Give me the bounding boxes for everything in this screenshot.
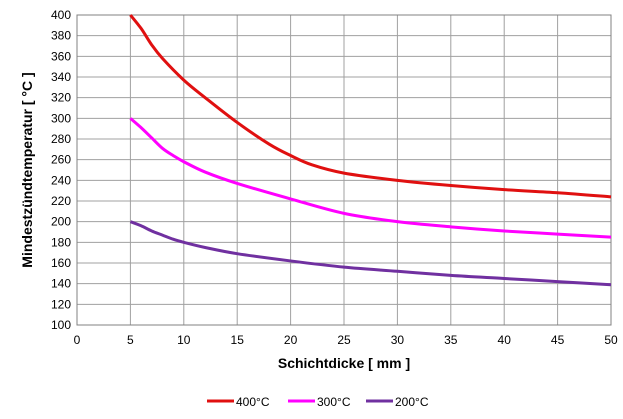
y-tick-label: 280 <box>51 132 71 146</box>
y-tick-label: 200 <box>51 215 71 229</box>
y-tick-label: 220 <box>51 194 71 208</box>
plot-border <box>76 14 612 326</box>
x-tick-label: 0 <box>74 333 81 347</box>
legend-label-1: 300°C <box>317 395 351 409</box>
series-line-0 <box>129 14 612 199</box>
x-tick-label: 5 <box>127 333 134 347</box>
grid <box>76 14 612 326</box>
x-axis-title: Schichtdicke [ mm ] <box>278 355 410 371</box>
y-tick-label: 120 <box>51 297 71 311</box>
y-tick-label: 320 <box>51 91 71 105</box>
x-tick-label: 10 <box>177 333 191 347</box>
y-tick-label: 260 <box>51 153 71 167</box>
y-axis-title: Mindestzündtemperatur [ °C ] <box>19 72 35 267</box>
y-tick-label: 100 <box>51 318 71 332</box>
y-tick-label: 360 <box>51 49 71 63</box>
series-lines <box>129 14 612 287</box>
y-tick-label: 240 <box>51 173 71 187</box>
x-tick-labels: 0 5 10 15 20 25 30 35 40 45 50 <box>74 333 618 347</box>
legend-label-2: 200°C <box>395 395 429 409</box>
series-line-1 <box>129 117 612 239</box>
x-tick-label: 45 <box>551 333 565 347</box>
x-tick-label: 50 <box>604 333 618 347</box>
y-tick-label: 180 <box>51 235 71 249</box>
x-tick-label: 35 <box>444 333 458 347</box>
y-tick-label: 400 <box>51 8 71 22</box>
x-tick-label: 40 <box>498 333 512 347</box>
y-tick-label: 380 <box>51 29 71 43</box>
y-tick-label: 160 <box>51 256 71 270</box>
x-tick-label: 30 <box>391 333 405 347</box>
series-line-2 <box>129 220 612 287</box>
y-tick-labels: 100 120 140 160 180 200 220 240 260 280 300 320 340 3… <box>51 8 71 332</box>
legend: 400°C 300°C 200°C <box>207 395 429 409</box>
legend-label-0: 400°C <box>236 395 270 409</box>
x-tick-label: 25 <box>337 333 351 347</box>
y-tick-label: 340 <box>51 70 71 84</box>
x-tick-label: 15 <box>231 333 245 347</box>
y-tick-label: 300 <box>51 111 71 125</box>
y-tick-label: 140 <box>51 277 71 291</box>
x-tick-label: 20 <box>284 333 298 347</box>
